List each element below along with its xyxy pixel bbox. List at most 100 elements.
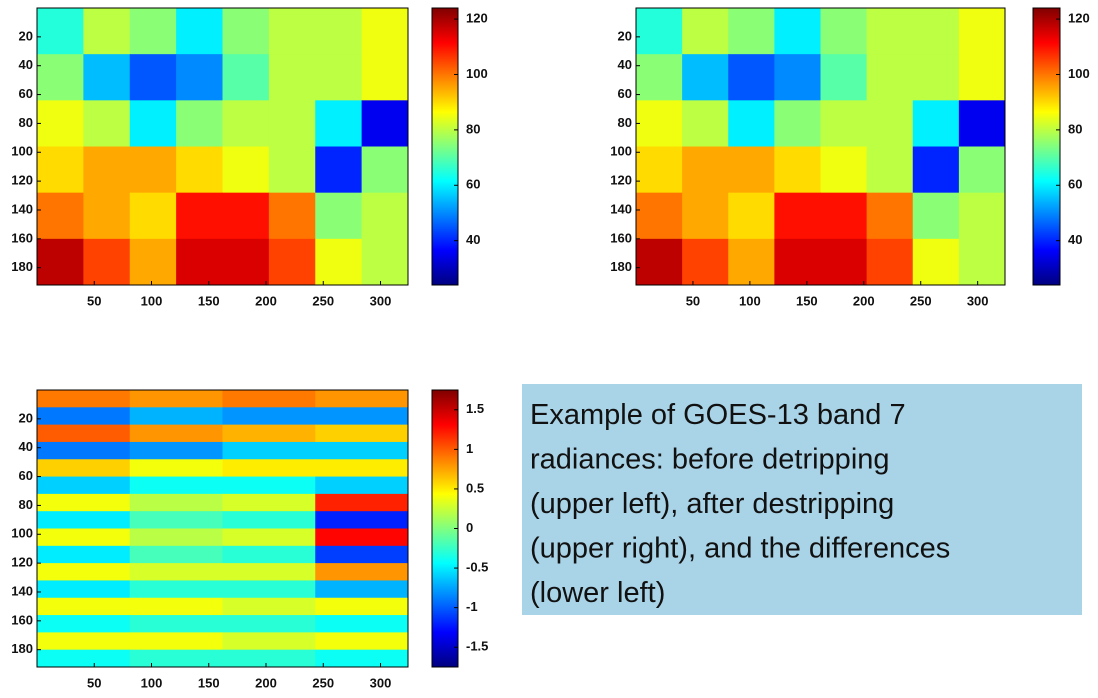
- heatmap-cell: [958, 54, 1006, 101]
- heatmap-cell: [176, 238, 223, 286]
- y-tick-label: 160: [610, 230, 632, 245]
- heatmap-cell: [129, 238, 177, 286]
- colorbar-tick-label: 120: [1068, 11, 1090, 26]
- heatmap-cell: [361, 146, 409, 194]
- heatmap-cell: [222, 649, 316, 668]
- heatmap-cell: [37, 146, 84, 194]
- colorbar: [431, 389, 459, 668]
- heatmap-cell: [636, 8, 683, 55]
- heatmap-cell: [222, 545, 316, 564]
- y-tick-label: 140: [11, 583, 33, 598]
- heatmap-cell: [37, 441, 131, 460]
- heatmap-cell: [268, 192, 316, 240]
- heatmap-cell: [866, 192, 914, 240]
- heatmap-cell: [222, 390, 316, 408]
- heatmap-cell: [37, 580, 131, 599]
- caption-line: radiances: before detripping: [530, 444, 890, 476]
- heatmap-cell: [176, 8, 223, 55]
- caption-line: Example of GOES-13 band 7: [530, 399, 906, 431]
- heatmap-cell: [222, 459, 316, 478]
- colorbar-tick-label: 1.5: [466, 401, 484, 416]
- heatmap-cell: [820, 192, 868, 240]
- heatmap-cell: [682, 192, 729, 240]
- heatmap-cell: [222, 8, 270, 55]
- heatmap-cell: [361, 8, 409, 55]
- plot-frame: [635, 7, 1006, 286]
- heatmap-cell: [315, 545, 409, 564]
- y-tick-label: 180: [610, 259, 632, 274]
- heatmap-cell: [315, 511, 409, 529]
- colorbar-tick-label: 80: [1068, 121, 1082, 136]
- heatmap-cell: [728, 8, 775, 55]
- heatmap-cell: [129, 192, 177, 240]
- heatmap-cell: [866, 54, 914, 101]
- x-tick-label: 150: [796, 293, 818, 308]
- colorbar-tick-label: 0: [466, 520, 473, 535]
- y-tick-label: 40: [618, 57, 632, 72]
- caption-box: [522, 384, 1082, 615]
- heatmap-cell: [37, 407, 131, 426]
- heatmap-cell: [958, 238, 1006, 286]
- colorbar-tick-label: 120: [466, 11, 488, 26]
- heatmap-cell: [222, 476, 316, 495]
- x-tick-label: 100: [141, 293, 163, 308]
- heatmap-cell: [866, 238, 914, 286]
- y-tick-label: 180: [11, 259, 33, 274]
- heatmap-cell: [37, 192, 84, 240]
- heatmap-cell: [37, 8, 84, 55]
- heatmap-cell: [176, 54, 223, 101]
- heatmap-cell: [129, 615, 223, 633]
- heatmap-cell: [636, 100, 683, 147]
- heatmap-cell: [83, 54, 131, 101]
- heatmap-cell: [268, 238, 316, 286]
- heatmap-cell: [222, 238, 270, 286]
- heatmap-cell: [315, 8, 363, 55]
- heatmap-cell: [37, 54, 84, 101]
- y-tick-label: 100: [11, 144, 33, 159]
- heatmap-cell: [912, 238, 960, 286]
- heatmap-cell: [222, 100, 270, 147]
- colorbar-tick-label: 1: [466, 441, 473, 456]
- heatmap-cell: [315, 615, 409, 633]
- heatmap-cell: [774, 100, 821, 147]
- heatmap-cell: [129, 563, 223, 581]
- heatmap-cell: [912, 100, 960, 147]
- heatmap-cell: [37, 476, 131, 495]
- heatmap-cell: [37, 493, 131, 512]
- heatmap-cell: [315, 649, 409, 668]
- heatmap-cell: [820, 146, 868, 194]
- heatmap-cell: [222, 563, 316, 581]
- heatmap-cell: [129, 580, 223, 599]
- heatmap-cell: [129, 100, 177, 147]
- heatmap-cell: [315, 441, 409, 460]
- x-tick-label: 200: [255, 675, 277, 690]
- y-tick-label: 160: [11, 230, 33, 245]
- heatmap-cell: [37, 563, 131, 581]
- heatmap-cell: [37, 528, 131, 547]
- heatmap-cell: [774, 238, 821, 286]
- colorbar-tick-label: 60: [466, 177, 480, 192]
- colorbar: [1032, 7, 1061, 286]
- heatmap-cell: [315, 476, 409, 495]
- heatmap-cell: [315, 528, 409, 547]
- heatmap-cell: [774, 146, 821, 194]
- heatmap-cell: [912, 54, 960, 101]
- heatmap-cell: [315, 407, 409, 426]
- x-tick-label: 150: [198, 675, 220, 690]
- heatmap-cell: [176, 100, 223, 147]
- heatmap-cell: [129, 407, 223, 426]
- x-tick-label: 250: [312, 675, 334, 690]
- heatmap-cell: [37, 597, 131, 616]
- heatmap-cell: [958, 192, 1006, 240]
- heatmap-cell: [83, 238, 131, 286]
- heatmap-cell: [83, 8, 131, 55]
- heatmap-cell: [222, 407, 316, 426]
- heatmap-cell: [820, 100, 868, 147]
- colorbar-tick-label: 60: [1068, 177, 1082, 192]
- x-tick-label: 250: [312, 293, 334, 308]
- heatmap-cell: [268, 100, 316, 147]
- y-tick-label: 80: [19, 115, 33, 130]
- y-tick-label: 40: [19, 439, 33, 454]
- heatmap-cell: [682, 238, 729, 286]
